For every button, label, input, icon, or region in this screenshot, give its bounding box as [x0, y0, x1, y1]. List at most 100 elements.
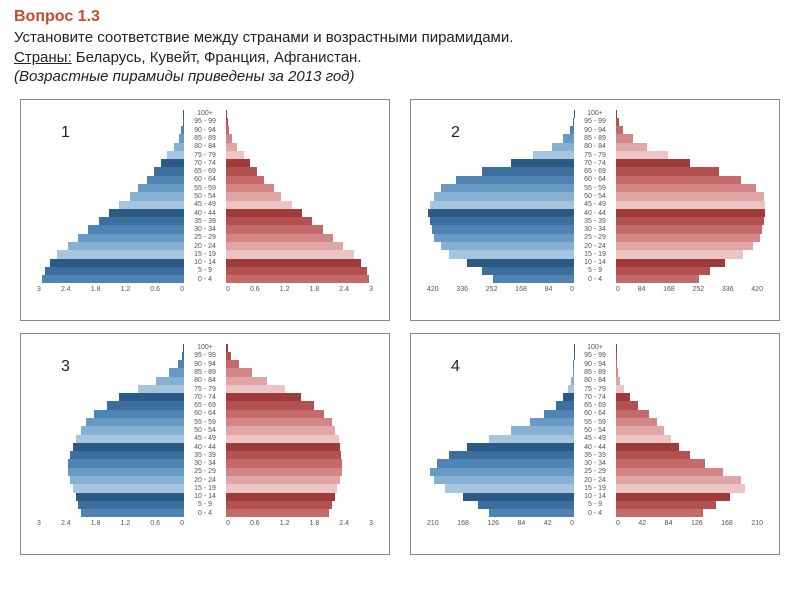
male-side	[29, 435, 184, 443]
female-bar	[226, 159, 250, 167]
age-row: 80 - 84	[419, 377, 771, 385]
male-bar	[179, 134, 184, 142]
age-row: 60 - 64	[419, 410, 771, 418]
male-side	[29, 476, 184, 484]
male-side	[29, 250, 184, 258]
male-side	[29, 344, 184, 352]
female-side	[226, 110, 381, 118]
male-bar	[70, 476, 184, 484]
age-label: 60 - 64	[184, 410, 226, 418]
age-label: 20 - 24	[574, 242, 616, 250]
male-bar	[449, 250, 574, 258]
age-label: 25 - 29	[184, 234, 226, 242]
female-side	[616, 259, 771, 267]
male-side	[419, 451, 574, 459]
age-label: 95 - 99	[574, 118, 616, 126]
female-bar	[616, 126, 623, 134]
age-label: 0 - 4	[574, 275, 616, 283]
female-bar	[616, 225, 762, 233]
x-tick: 336	[722, 286, 734, 300]
male-bar	[174, 143, 184, 151]
age-row: 85 - 89	[419, 134, 771, 142]
x-axis: 32.41.81.20.6000.61.21.82.43	[37, 286, 373, 300]
age-row: 45 - 49	[29, 435, 381, 443]
male-bar	[109, 209, 184, 217]
age-label: 65 - 69	[574, 401, 616, 409]
male-bar	[437, 459, 574, 467]
age-row: 10 - 14	[419, 259, 771, 267]
male-bar	[482, 167, 574, 175]
age-row: 10 - 14	[419, 493, 771, 501]
x-tick: 252	[486, 286, 498, 300]
age-label: 95 - 99	[574, 352, 616, 360]
female-side	[616, 377, 771, 385]
age-label: 80 - 84	[574, 143, 616, 151]
female-side	[616, 443, 771, 451]
female-side	[616, 184, 771, 192]
female-side	[226, 344, 381, 352]
age-row: 0 - 4	[29, 509, 381, 517]
male-side	[29, 368, 184, 376]
male-side	[29, 493, 184, 501]
female-side	[226, 501, 381, 509]
age-row: 50 - 54	[29, 426, 381, 434]
male-bar	[73, 484, 184, 492]
female-bar	[616, 250, 743, 258]
age-label: 75 - 79	[574, 151, 616, 159]
male-bar	[99, 217, 184, 225]
age-row: 15 - 19	[29, 484, 381, 492]
male-side	[419, 143, 574, 151]
female-bar	[616, 426, 664, 434]
age-row: 20 - 24	[419, 476, 771, 484]
male-side	[29, 401, 184, 409]
age-row: 65 - 69	[419, 401, 771, 409]
female-side	[226, 201, 381, 209]
male-side	[419, 360, 574, 368]
male-side	[419, 209, 574, 217]
x-tick: 420	[427, 286, 439, 300]
female-side	[616, 468, 771, 476]
female-side	[616, 385, 771, 393]
age-label: 40 - 44	[184, 443, 226, 451]
female-bar	[226, 410, 324, 418]
male-side	[29, 201, 184, 209]
female-bar	[616, 134, 633, 142]
female-side	[226, 143, 381, 151]
female-side	[616, 176, 771, 184]
age-label: 100+	[184, 110, 226, 118]
age-label: 55 - 59	[184, 184, 226, 192]
age-label: 15 - 19	[574, 484, 616, 492]
age-row: 35 - 39	[29, 451, 381, 459]
female-bar	[226, 443, 340, 451]
female-bar	[226, 225, 323, 233]
female-bar	[226, 484, 337, 492]
age-label: 20 - 24	[574, 476, 616, 484]
female-bar	[226, 426, 335, 434]
female-bar	[616, 368, 618, 376]
female-side	[226, 209, 381, 217]
male-bar	[70, 451, 184, 459]
male-side	[419, 151, 574, 159]
age-label: 75 - 79	[574, 385, 616, 393]
male-bar	[119, 201, 184, 209]
female-side	[226, 410, 381, 418]
female-side	[226, 385, 381, 393]
x-tick: 1.2	[121, 520, 131, 534]
age-row: 90 - 94	[419, 126, 771, 134]
male-bar	[449, 451, 574, 459]
x-tick: 84	[638, 286, 646, 300]
female-side	[616, 501, 771, 509]
male-bar	[563, 393, 574, 401]
male-side	[419, 250, 574, 258]
age-row: 45 - 49	[419, 435, 771, 443]
age-row: 100+	[419, 344, 771, 352]
question-line1: Установите соответствие между странами и…	[14, 29, 513, 46]
age-row: 5 - 9	[29, 501, 381, 509]
age-row: 85 - 89	[419, 368, 771, 376]
age-label: 75 - 79	[184, 385, 226, 393]
age-label: 45 - 49	[184, 201, 226, 209]
male-bar	[563, 134, 574, 142]
male-bar	[441, 184, 574, 192]
female-side	[226, 484, 381, 492]
male-side	[419, 126, 574, 134]
